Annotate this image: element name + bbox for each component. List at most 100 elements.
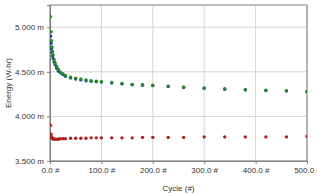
point xyxy=(69,137,72,140)
point xyxy=(167,136,170,139)
x-tick: 500.0 # xyxy=(294,161,317,175)
point xyxy=(52,58,55,61)
point xyxy=(110,81,113,84)
y-tick: 5.000 m xyxy=(15,23,50,32)
x-tick-mark xyxy=(101,161,102,164)
point xyxy=(285,89,288,92)
x-tick-label: 400.0 # xyxy=(243,166,270,175)
y-tick: 4.000 m xyxy=(15,112,50,121)
x-tick-mark xyxy=(307,161,308,164)
point xyxy=(120,136,123,139)
grid xyxy=(50,5,307,161)
point xyxy=(50,15,52,18)
point xyxy=(100,136,103,139)
series xyxy=(50,35,307,94)
point xyxy=(151,84,154,87)
point xyxy=(50,39,53,42)
point xyxy=(51,53,54,56)
chart: 0.0 # 100.0 # 200.0 # 300.0 # 400.0 # 500.0 #… xyxy=(0,0,317,195)
point xyxy=(100,80,103,83)
point xyxy=(89,136,92,139)
point xyxy=(74,137,77,140)
point xyxy=(53,61,56,64)
y-axis-title: Energy (W-hr) xyxy=(4,58,13,108)
y-axis: 3.500 m 4.000 m 4.500 m 5.000 m xyxy=(15,6,50,167)
point xyxy=(182,86,185,89)
point xyxy=(285,89,288,92)
y-tick-mark xyxy=(47,27,50,28)
x-axis: 0.0 # 100.0 # 200.0 # 300.0 # 400.0 # 500.0 # xyxy=(42,161,317,175)
y-tick-label: 3.500 m xyxy=(15,157,44,166)
point xyxy=(110,136,113,139)
point xyxy=(167,85,170,88)
point xyxy=(120,82,123,85)
point xyxy=(57,67,60,70)
point xyxy=(141,83,144,86)
point xyxy=(50,124,52,127)
point xyxy=(89,80,92,83)
point xyxy=(223,88,226,91)
x-tick-mark xyxy=(256,161,257,164)
x-tick-label: 0.0 # xyxy=(42,166,60,175)
point xyxy=(151,84,154,87)
x-tick-label: 300.0 # xyxy=(191,166,218,175)
point xyxy=(110,81,113,84)
point xyxy=(64,137,67,140)
point xyxy=(151,136,154,139)
y-tick-label: 4.500 m xyxy=(15,68,44,77)
point xyxy=(203,87,206,90)
point xyxy=(50,45,53,48)
point xyxy=(84,78,87,81)
x-tick: 100.0 # xyxy=(89,161,116,175)
point xyxy=(244,88,247,91)
grid-line xyxy=(255,5,256,161)
point xyxy=(95,136,98,139)
point xyxy=(74,76,77,79)
point xyxy=(50,30,53,33)
grid-line xyxy=(50,27,307,28)
point xyxy=(305,90,307,93)
plot-frame xyxy=(50,5,307,161)
point xyxy=(244,88,247,91)
point xyxy=(141,84,144,87)
x-tick-label: 200.0 # xyxy=(140,166,167,175)
point xyxy=(264,88,267,91)
y-axis-line xyxy=(47,6,51,162)
point xyxy=(84,79,87,82)
point xyxy=(182,85,185,88)
point xyxy=(203,86,206,89)
point xyxy=(264,89,267,92)
point xyxy=(131,83,134,86)
x-tick: 200.0 # xyxy=(140,161,167,175)
x-tick-label: 100.0 # xyxy=(89,166,116,175)
x-tick: 300.0 # xyxy=(191,161,218,175)
point xyxy=(89,79,92,82)
point xyxy=(79,77,82,80)
point xyxy=(95,80,98,83)
x-axis-title: Cycle (#) xyxy=(162,184,194,193)
y-tick: 3.500 m xyxy=(15,157,50,166)
point xyxy=(79,137,82,140)
x-tick: 0.0 # xyxy=(42,161,60,175)
point xyxy=(264,135,267,138)
x-tick-label: 500.0 # xyxy=(294,166,317,175)
point xyxy=(203,135,206,138)
x-tick-mark xyxy=(153,161,154,164)
y-tick-label: 4.000 m xyxy=(15,112,44,121)
y-tick: 4.500 m xyxy=(15,68,50,77)
point xyxy=(244,135,247,138)
point xyxy=(223,135,226,138)
point xyxy=(64,74,67,77)
x-axis-line xyxy=(51,162,308,165)
point xyxy=(305,135,307,138)
point xyxy=(285,135,288,138)
point xyxy=(50,35,52,38)
y-tick-mark xyxy=(47,161,50,162)
y-tick-mark xyxy=(47,116,50,117)
series xyxy=(50,124,307,141)
grid-line xyxy=(50,116,307,117)
point xyxy=(131,136,134,139)
point xyxy=(131,83,134,86)
point xyxy=(141,136,144,139)
grid-line xyxy=(50,71,307,72)
